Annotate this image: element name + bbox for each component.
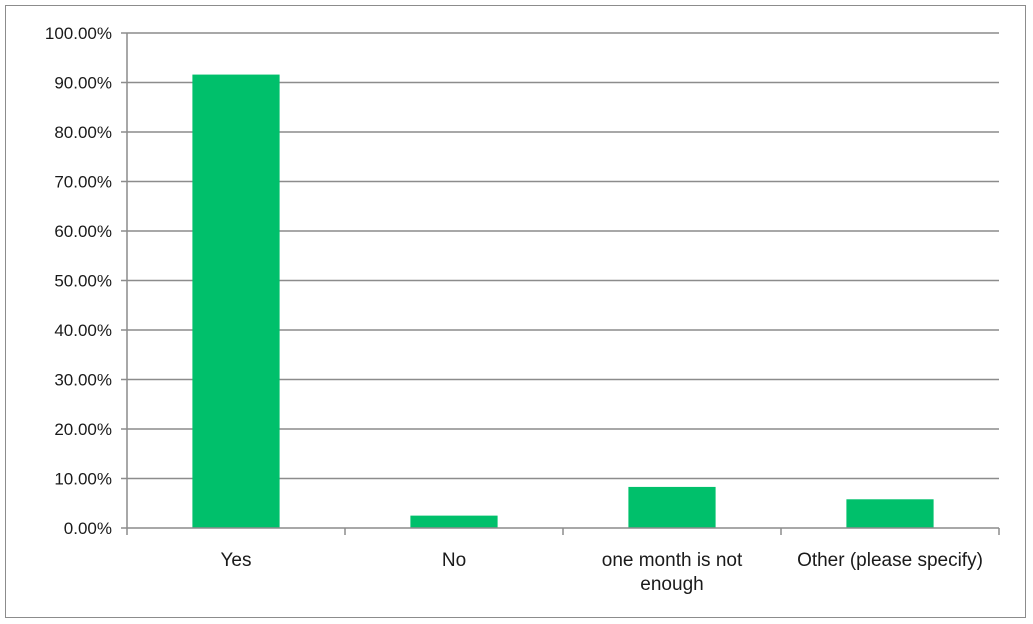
y-tick-label: 10.00%: [54, 470, 112, 489]
y-tick-label: 0.00%: [64, 519, 112, 538]
category-label: one month is not: [602, 550, 743, 571]
bar-3: [628, 486, 716, 528]
category-label: No: [442, 550, 466, 571]
bars: [192, 74, 934, 528]
category-label: Yes: [221, 550, 252, 571]
y-tick-label: 20.00%: [54, 420, 112, 439]
y-tick-label: 30.00%: [54, 371, 112, 390]
y-tick-label: 80.00%: [54, 123, 112, 142]
category-labels: Yes No one month is not enough Other (please…: [221, 550, 983, 595]
y-tick-label: 60.00%: [54, 222, 112, 241]
bar-4: [846, 499, 934, 528]
y-tick-label: 40.00%: [54, 321, 112, 340]
axes: [121, 32, 1000, 535]
y-tick-labels: 0.00% 10.00% 20.00% 30.00% 40.00% 50.00% 60.00…: [45, 24, 112, 538]
category-label: enough: [640, 574, 703, 595]
category-label: Other (please specify): [797, 550, 983, 571]
y-tick-label: 100.00%: [45, 24, 112, 43]
y-tick-label: 50.00%: [54, 272, 112, 291]
bar-1: [192, 74, 280, 528]
y-tick-label: 90.00%: [54, 74, 112, 93]
bar-2: [410, 515, 498, 528]
y-tick-label: 70.00%: [54, 173, 112, 192]
chart-frame: [5, 5, 1026, 618]
